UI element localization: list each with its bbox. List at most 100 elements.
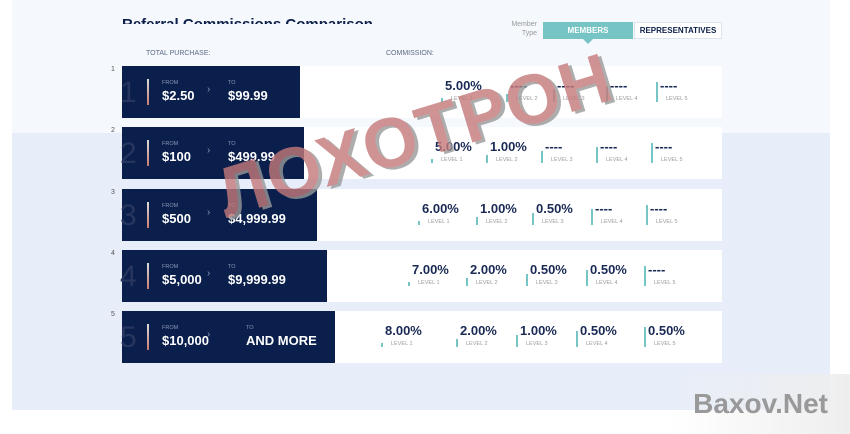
- commission-value: ----: [510, 78, 528, 93]
- commission-value: 2.00%: [460, 323, 497, 338]
- tier-row: 1 FROM $2.50 › TO $99.99 5.00% LEVEL 1 -…: [120, 66, 722, 118]
- commission-level: 7.00% LEVEL 1: [408, 262, 449, 286]
- to-value: $4,999.99: [228, 211, 286, 226]
- to-label: TO: [228, 80, 236, 86]
- commission-level: ---- LEVEL 5: [646, 201, 678, 225]
- commission-level: 1.00% LEVEL 2: [476, 201, 517, 225]
- commission-level: ---- LEVEL 2: [506, 78, 538, 102]
- level-label: LEVEL 4: [606, 86, 638, 102]
- commission-level: ---- LEVEL 4: [591, 201, 623, 225]
- from-value: $500: [162, 211, 191, 226]
- chevron-right-icon: ›: [207, 268, 211, 279]
- to-label: TO: [228, 141, 236, 147]
- level-label: LEVEL 1: [418, 219, 459, 225]
- tier-number: 4: [111, 250, 115, 257]
- tier-row: 4 FROM $5,000 › TO $9,999.99 7.00% LEVEL…: [120, 250, 722, 302]
- commission-value: ----: [655, 139, 673, 154]
- to-label: TO: [228, 203, 236, 209]
- commission-level: 8.00% LEVEL 1: [381, 323, 422, 347]
- commission-value: ----: [545, 139, 563, 154]
- level-label: LEVEL 2: [506, 94, 538, 102]
- purchase-range: 3 FROM $500 › TO $4,999.99: [120, 189, 317, 241]
- tier-number: 1: [111, 66, 115, 73]
- commission-level: 1.00% LEVEL 3: [516, 323, 557, 347]
- commission-value: ----: [600, 139, 618, 154]
- level-label: LEVEL 4: [586, 270, 627, 286]
- tier-row: 3 FROM $500 › TO $4,999.99 6.00% LEVEL 1…: [120, 189, 722, 241]
- member-type-label: Member Type: [511, 21, 537, 37]
- level-label: LEVEL 5: [644, 327, 685, 347]
- chevron-right-icon: ›: [207, 207, 211, 218]
- commission-value: ----: [595, 201, 613, 216]
- to-value: AND MORE: [246, 333, 317, 348]
- commission-value: ----: [660, 78, 678, 93]
- tier-accent-bar: [147, 324, 149, 350]
- commission-value: 1.00%: [490, 139, 527, 154]
- purchase-range: 5 FROM $10,000 › TO AND MORE: [120, 311, 335, 363]
- tab-representatives[interactable]: REPRESENTATIVES: [634, 22, 722, 39]
- commission-value: 1.00%: [480, 201, 517, 216]
- commission-value: 2.00%: [470, 262, 507, 277]
- from-label: FROM: [162, 264, 179, 270]
- commission-level: 1.00% LEVEL 2: [486, 139, 527, 163]
- level-label: LEVEL 1: [408, 280, 449, 286]
- from-value: $100: [162, 149, 191, 164]
- tier-big-number: 1: [120, 76, 137, 109]
- level-label: LEVEL 5: [651, 143, 683, 163]
- tier-big-number: 2: [120, 137, 137, 170]
- commission-level: ---- LEVEL 3: [541, 139, 573, 163]
- tab-members[interactable]: MEMBERS: [543, 22, 633, 44]
- commission-value: 1.00%: [520, 323, 557, 338]
- to-label: TO: [246, 325, 254, 331]
- tier-accent-bar: [147, 263, 149, 289]
- commission-level: 2.00% LEVEL 2: [466, 262, 507, 286]
- commission-level: ---- LEVEL 5: [651, 139, 683, 163]
- from-value: $10,000: [162, 333, 209, 348]
- level-label: LEVEL 2: [476, 217, 517, 225]
- commission-level: 0.50% LEVEL 3: [526, 262, 567, 286]
- commission-value: 5.00%: [445, 78, 482, 93]
- from-label: FROM: [162, 80, 179, 86]
- level-label: LEVEL 2: [486, 155, 527, 163]
- commission-value: 8.00%: [385, 323, 422, 338]
- tier-row: 2 FROM $100 › TO $499.99 5.00% LEVEL 1 1…: [120, 127, 722, 179]
- tier-number: 2: [111, 127, 115, 134]
- level-label: LEVEL 1: [431, 157, 472, 163]
- from-label: FROM: [162, 203, 179, 209]
- chevron-right-icon: ›: [207, 329, 211, 340]
- commission-value: 0.50%: [536, 201, 573, 216]
- level-label: LEVEL 4: [576, 331, 617, 347]
- commission-value: ----: [557, 78, 575, 93]
- commission-value: ----: [650, 201, 668, 216]
- purchase-range: 4 FROM $5,000 › TO $9,999.99: [120, 250, 327, 302]
- tier-number: 3: [111, 189, 115, 196]
- commission-level: ---- LEVEL 4: [606, 78, 638, 102]
- page-title: Referral Commissions Comparison: [122, 12, 373, 24]
- level-label: LEVEL 1: [381, 341, 422, 347]
- commission-header: COMMISSION:: [386, 50, 434, 57]
- commission-value: 0.50%: [648, 323, 685, 338]
- from-label: FROM: [162, 325, 179, 331]
- commission-level: 5.00% LEVEL 1: [441, 78, 482, 102]
- level-label: LEVEL 2: [466, 278, 507, 286]
- commission-value: 0.50%: [580, 323, 617, 338]
- level-label: LEVEL 3: [532, 213, 573, 225]
- level-label: LEVEL 1: [441, 96, 482, 102]
- commission-level: 5.00% LEVEL 1: [431, 139, 472, 163]
- chevron-right-icon: ›: [207, 145, 211, 156]
- purchase-range: 1 FROM $2.50 › TO $99.99: [120, 66, 300, 118]
- level-label: LEVEL 3: [516, 335, 557, 347]
- to-label: TO: [228, 264, 236, 270]
- tier-number: 5: [111, 311, 115, 318]
- from-value: $5,000: [162, 272, 202, 287]
- tier-big-number: 3: [120, 199, 137, 232]
- tier-accent-bar: [147, 79, 149, 105]
- commission-level: 2.00% LEVEL 2: [456, 323, 497, 347]
- level-label: LEVEL 3: [526, 274, 567, 286]
- level-label: LEVEL 4: [596, 147, 628, 163]
- commission-value: 0.50%: [590, 262, 627, 277]
- level-label: LEVEL 5: [644, 266, 676, 286]
- total-purchase-header: TOTAL PURCHASE:: [146, 50, 211, 57]
- level-label: LEVEL 5: [646, 205, 678, 225]
- chevron-right-icon: ›: [207, 84, 211, 95]
